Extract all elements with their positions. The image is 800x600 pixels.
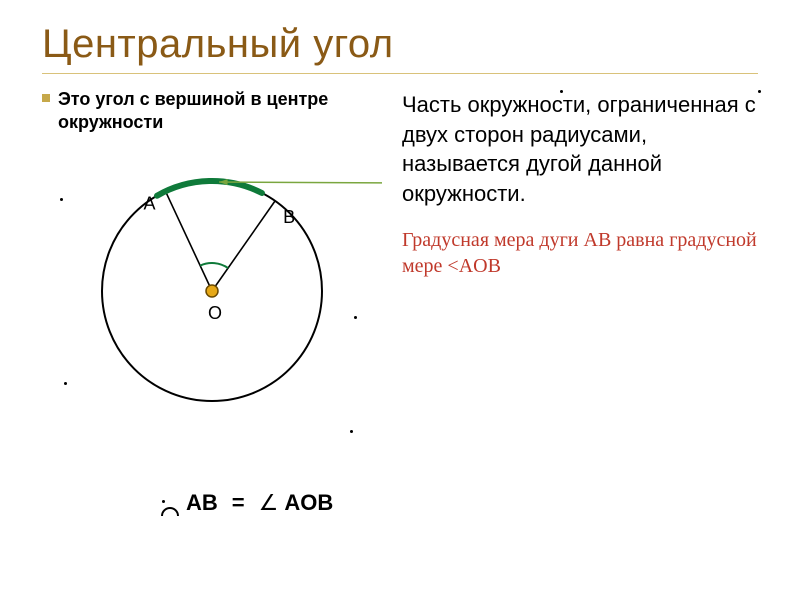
definition-bullet: Это угол с вершиной в центре окружности: [42, 88, 392, 133]
circle-diagram: А В О: [42, 141, 382, 441]
decorative-dot: [350, 430, 353, 433]
slide-title: Центральный угол: [42, 22, 758, 67]
definition-text: Это угол с вершиной в центре окружности: [58, 88, 392, 133]
formula: АВ = ∠ AOB: [160, 490, 333, 516]
left-column: Это угол с вершиной в центре окружности …: [42, 88, 392, 441]
explanation-text: Часть окружности, ограниченная с двух ст…: [402, 90, 758, 209]
svg-text:А: А: [144, 193, 156, 213]
diagram-svg: А В О: [42, 141, 382, 441]
formula-rhs: AOB: [284, 490, 333, 516]
decorative-dot: [354, 316, 357, 319]
red-note: Градусная мера дуги АВ равна градусной м…: [402, 227, 758, 279]
content-row: Это угол с вершиной в центре окружности …: [42, 88, 758, 441]
decorative-dot: [64, 382, 67, 385]
decorative-dot: [162, 500, 165, 503]
svg-text:О: О: [208, 303, 222, 323]
decorative-dot: [60, 198, 63, 201]
svg-text:В: В: [283, 207, 295, 227]
decorative-dot: [560, 90, 563, 93]
formula-lhs: АВ: [186, 490, 218, 516]
right-column: Часть окружности, ограниченная с двух ст…: [402, 88, 758, 441]
decorative-dot: [758, 90, 761, 93]
slide: Центральный угол Это угол с вершиной в ц…: [0, 0, 800, 600]
title-underline: Центральный угол: [42, 22, 758, 74]
bullet-icon: [42, 94, 50, 102]
angle-icon: ∠: [259, 490, 279, 516]
formula-eq: =: [232, 490, 245, 516]
